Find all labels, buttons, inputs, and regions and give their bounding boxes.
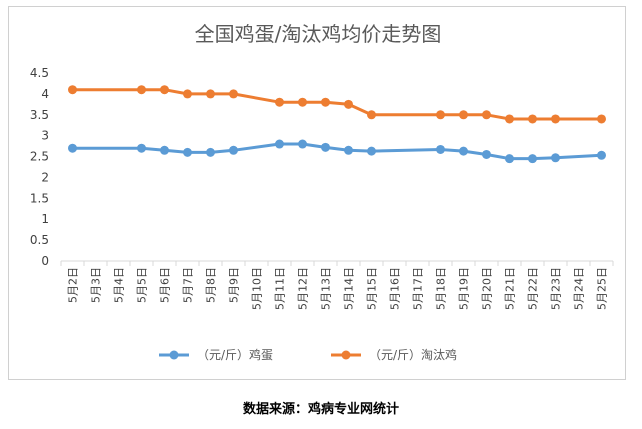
series-1-point [459, 146, 468, 156]
series-2-point [183, 89, 192, 99]
y-tick-label: 2.5 [30, 150, 49, 164]
x-tick-label: 5月23日 [550, 267, 563, 310]
y-tick-label: 1.5 [30, 191, 49, 205]
series-1-point [528, 154, 537, 164]
chart-frame: 全国鸡蛋/淘汰鸡均价走势图 0 0.5 1 1.5 2 2.5 3 3.5 4 4.5 5月2日 5… [8, 6, 626, 380]
y-tick-label: 3 [41, 129, 49, 143]
series-2-point [344, 99, 353, 109]
x-tick-label: 5月21日 [504, 267, 517, 310]
y-tick-label: 4.5 [30, 66, 49, 80]
x-tick-label: 5月3日 [90, 267, 103, 303]
x-tick-label: 5月8日 [205, 267, 218, 303]
series-2-point [298, 97, 307, 107]
y-tick-label: 3.5 [30, 108, 49, 122]
x-tick-label: 5月4日 [113, 267, 126, 303]
y-tick-label: 2 [41, 170, 49, 184]
x-tick-label: 5月24日 [573, 267, 586, 310]
x-tick-label: 5月22日 [527, 267, 540, 310]
series-layer [68, 85, 606, 164]
line-chart: 全国鸡蛋/淘汰鸡均价走势图 00.511.522.533.544.5 5月2日 5… [30, 22, 614, 362]
series-1-point [344, 145, 353, 155]
x-tick-label: 5月16日 [389, 267, 402, 310]
series-2-point [68, 85, 77, 95]
series-2-point [597, 114, 606, 124]
series-1-point [298, 139, 307, 149]
series-2-point [528, 114, 537, 124]
series-1-point [367, 146, 376, 156]
x-tick-label: 5月17日 [412, 267, 425, 310]
x-tick-label: 5月25日 [596, 267, 609, 310]
y-tick-label: 1 [41, 212, 49, 226]
x-axis: 5月2日 5月3日 5月4日 5月5日 5月6日 5月7日 5月8日 5月9日 5月10日 5月1… [60, 260, 614, 310]
series-1-point [206, 147, 215, 157]
y-axis: 0 0.5 1 1.5 2 2.5 3 3.5 4 4.5 [30, 66, 49, 268]
series-1-point [229, 145, 238, 155]
series-2-point [206, 89, 215, 99]
x-tick-label: 5月5日 [136, 267, 149, 303]
legend-swatch-marker [169, 350, 179, 360]
series-1-point [597, 150, 606, 160]
series-2-point [551, 114, 560, 124]
legend: （元/斤）鸡蛋 （元/斤）淘汰鸡 [159, 347, 457, 362]
series-1-point [160, 145, 169, 155]
series-1-point [275, 139, 284, 149]
series-2-point [367, 110, 376, 120]
x-tick-label: 5月11日 [274, 267, 287, 310]
series-2-point [459, 110, 468, 120]
x-tick-label: 5月19日 [458, 267, 471, 310]
x-tick-label: 5月20日 [481, 267, 494, 310]
series-2-point [137, 85, 146, 95]
series-1-point [436, 144, 445, 154]
series-2-point [160, 85, 169, 95]
x-tick-label: 5月14日 [343, 267, 356, 310]
x-tick-label: 5月13日 [320, 267, 333, 310]
series-1-point [482, 149, 491, 159]
series-1-point [183, 147, 192, 157]
legend-swatch-marker [341, 350, 351, 360]
y-tick-label: 4 [41, 87, 49, 101]
series-2-point [505, 114, 514, 124]
series-1-point [551, 153, 560, 163]
series-1-point [321, 142, 330, 152]
series-1-point [68, 143, 77, 153]
series-2-point [321, 97, 330, 107]
x-tick-label: 5月2日 [67, 267, 80, 303]
series-2-point [482, 110, 491, 120]
x-tick-label: 5月10日 [251, 267, 264, 310]
x-tick-label: 5月6日 [159, 267, 172, 303]
x-tick-label: 5月9日 [228, 267, 241, 303]
series-1-point [505, 154, 514, 164]
y-tick-label: 0 [41, 254, 49, 268]
x-tick-label: 5月18日 [435, 267, 448, 310]
source-note: 数据来源：鸡病专业网统计 [242, 402, 399, 417]
x-tick-label: 5月15日 [366, 267, 379, 310]
series-line-2 [71, 88, 603, 121]
y-tick-label: 0.5 [30, 233, 49, 247]
series-2-point [436, 110, 445, 120]
series-line-1 [71, 142, 603, 161]
series-2-point [275, 97, 284, 107]
legend-label: （元/斤）淘汰鸡 [369, 347, 457, 362]
series-2-point [229, 89, 238, 99]
chart-title: 全国鸡蛋/淘汰鸡均价走势图 [195, 22, 442, 46]
legend-label: （元/斤）鸡蛋 [197, 347, 273, 362]
x-tick-label: 5月7日 [182, 267, 195, 303]
x-tick-label: 5月12日 [297, 267, 310, 310]
series-1-point [137, 143, 146, 153]
